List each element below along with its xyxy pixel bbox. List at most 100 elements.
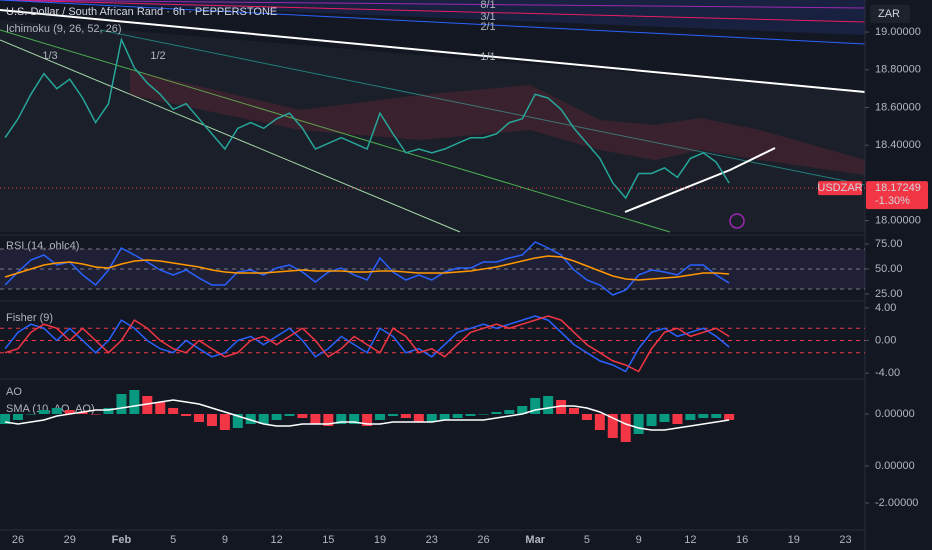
histogram-bar — [491, 412, 502, 414]
y-tick-label: -2.00000 — [875, 497, 918, 509]
histogram-bar — [478, 414, 489, 415]
x-tick-label: 5 — [170, 534, 176, 546]
symbol-tag-text: USDZAR — [817, 182, 862, 194]
fan-label: 1/3 — [42, 50, 57, 62]
x-tick-label: 26 — [477, 534, 489, 546]
pane-legend: AO — [6, 386, 22, 398]
histogram-bar — [232, 414, 243, 428]
currency[interactable]: ZAR — [878, 8, 900, 20]
histogram-bar — [375, 414, 386, 420]
histogram-bar — [530, 398, 541, 414]
y-tick-label: 19.00000 — [875, 26, 921, 38]
fib-line — [0, 0, 866, 23]
fan-line — [0, 29, 671, 233]
x-tick-label: 19 — [374, 534, 386, 546]
pane — [0, 37, 865, 200]
y-tick-label: 4.00 — [875, 302, 896, 314]
y-tick-label: 0.00000 — [875, 460, 915, 472]
symbol-title: U.S. Dollar / South African Rand · 6h · … — [6, 6, 277, 18]
y-tick-label: 18.80000 — [875, 64, 921, 76]
event-icon[interactable] — [729, 213, 745, 229]
histogram-bar — [13, 414, 23, 420]
fib-label: 1/1 — [480, 51, 495, 63]
price-tag — [866, 181, 928, 210]
histogram-bar — [258, 414, 269, 424]
histogram-bar — [90, 414, 101, 415]
axis-layer: 19.00000 18.80000 18.60000 18.40000 18.00000… — [12, 26, 928, 546]
currency-box[interactable] — [870, 5, 910, 23]
symbol-tag — [818, 181, 862, 196]
histogram-bar — [556, 400, 567, 414]
series-line — [4, 399, 730, 431]
histogram-bar — [400, 414, 411, 418]
y-tick-label: 18.00000 — [875, 215, 921, 227]
x-tick-label: Mar — [525, 534, 545, 546]
histogram-bar — [284, 414, 295, 416]
histogram-bar — [426, 414, 437, 422]
histogram-bar — [103, 408, 114, 414]
y-tick-label: 18.40000 — [875, 139, 921, 151]
y-tick-label: 0.00 — [875, 334, 896, 346]
fan-label: 1/2 — [150, 50, 165, 62]
x-tick-label: 12 — [684, 534, 696, 546]
series-line — [4, 315, 730, 373]
histogram-bar — [25, 414, 36, 415]
fib-label: 3/1 — [480, 11, 495, 23]
histogram-bar — [465, 414, 476, 416]
histogram-bar — [38, 410, 49, 414]
histogram-bar — [310, 414, 321, 424]
histogram-bar — [168, 408, 179, 414]
fib-line — [0, 0, 866, 45]
histogram-bar — [685, 414, 696, 420]
histogram-bar — [581, 414, 592, 420]
x-tick-label: 9 — [636, 534, 642, 546]
histogram-bar — [181, 414, 192, 416]
series-line — [4, 315, 730, 373]
y-tick-label: -4.00 — [875, 367, 900, 379]
histogram-bar — [77, 412, 88, 414]
histogram-bar — [646, 414, 657, 426]
fib-line — [0, 0, 866, 9]
histogram-bar — [271, 414, 282, 420]
price-axis — [866, 0, 932, 550]
x-tick-label: 16 — [736, 534, 748, 546]
histogram-bar — [724, 414, 735, 420]
histogram-bar — [620, 414, 631, 442]
series-line — [4, 255, 730, 281]
histogram-bar — [64, 410, 75, 414]
histogram-bar — [698, 414, 709, 418]
trend-line — [729, 147, 776, 171]
x-tick-label: 23 — [839, 534, 851, 546]
x-tick-label: 26 — [12, 534, 24, 546]
histogram-bar — [116, 394, 127, 414]
x-tick-label: 12 — [270, 534, 282, 546]
histogram-bar — [413, 414, 424, 422]
x-tick-label: 9 — [222, 534, 228, 546]
histogram-bar — [504, 410, 515, 414]
price-tag-value: 18.17249 — [875, 182, 921, 194]
histogram-bar — [194, 414, 205, 422]
y-tick-label: 18.60000 — [875, 101, 921, 113]
pane-legend: Fisher (9) — [6, 312, 53, 324]
histogram-bar — [362, 414, 373, 426]
x-tick-label: 15 — [322, 534, 334, 546]
histogram-bar — [245, 414, 256, 424]
fib-label: 2/1 — [480, 21, 495, 33]
trend-line — [624, 169, 731, 213]
series-line — [4, 37, 730, 200]
histogram-bar — [517, 406, 528, 414]
histogram-bar — [452, 414, 463, 418]
fib-fan — [0, 0, 866, 233]
y-tick-label: 0.00000 — [875, 408, 915, 420]
histogram-bar — [323, 414, 334, 426]
histogram-bar — [633, 414, 644, 434]
x-tick-label: Feb — [112, 534, 132, 546]
x-tick-label: 29 — [64, 534, 76, 546]
histogram-bar — [607, 414, 618, 438]
histogram-bar — [336, 414, 347, 424]
histogram-bar — [594, 414, 605, 430]
histogram-bar — [206, 414, 217, 426]
histogram-bar — [142, 396, 153, 414]
